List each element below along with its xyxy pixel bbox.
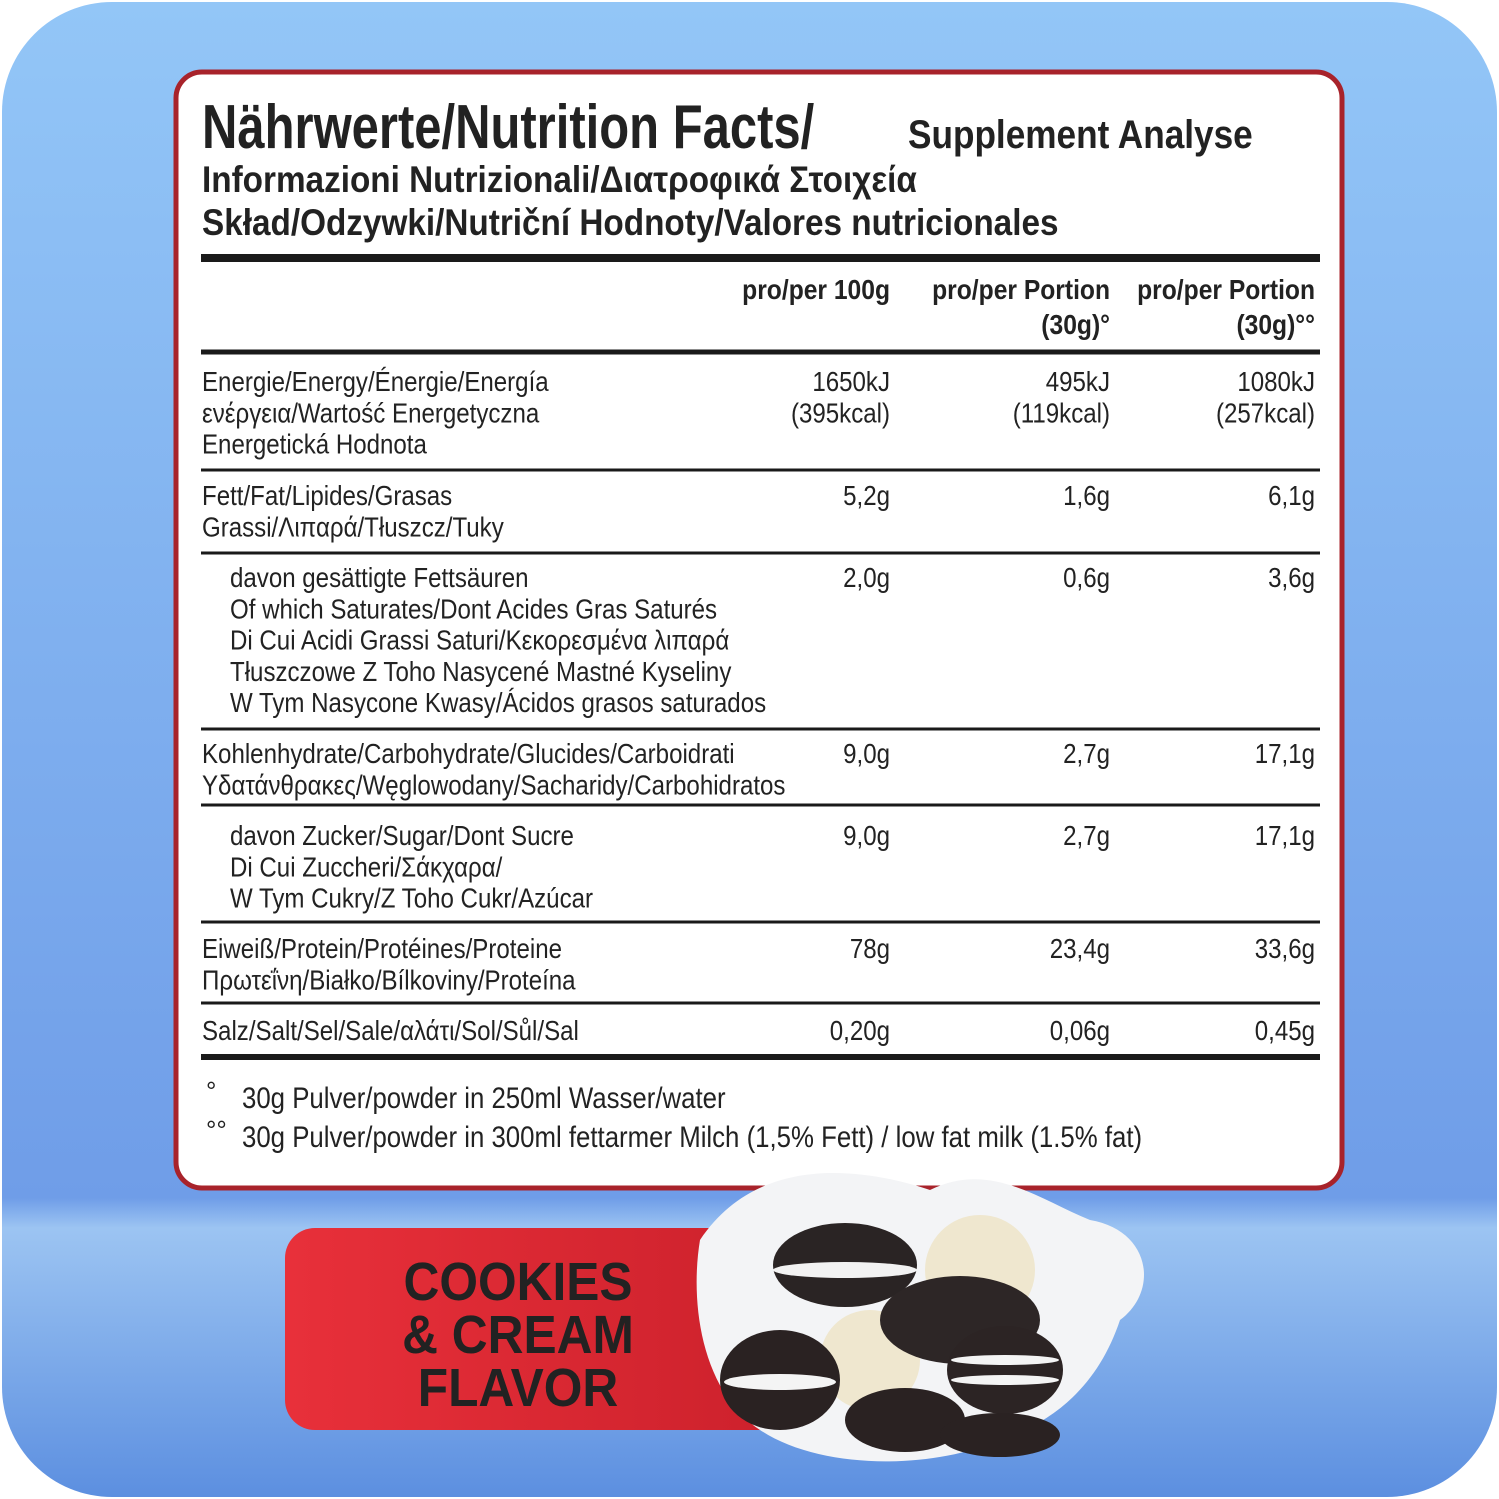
divider [201, 551, 1320, 555]
row-label: Salz/Salt/Sel/Sale/αλάτι/Sol/Sůl/Sal [202, 1014, 579, 1046]
cell-value: 495kJ [1046, 365, 1110, 397]
flavor-label: FLAVOR [418, 1357, 619, 1417]
divider [201, 920, 1320, 924]
row-label: Grassi/Λιπαρά/Tłuszcz/Tuky [202, 511, 504, 543]
cell-value: 78g [850, 932, 890, 964]
title-line: Skład/Odzywki/Nutriční Hodnoty/Valores n… [202, 202, 1058, 243]
cookie-illustration [696, 1172, 1144, 1462]
cell-value: 2,7g [1063, 737, 1110, 769]
row-label: davon gesättigte Fettsäuren [230, 561, 528, 593]
cell-value: (257kcal) [1216, 397, 1315, 429]
footnote-marker: ° [206, 1076, 216, 1106]
footnote: 30g Pulver/powder in 250ml Wasser/water [242, 1081, 726, 1114]
row-label: ενέργεια/Wartość Energetyczna [202, 397, 540, 429]
cell-value: 9,0g [843, 737, 890, 769]
row-label: Eiweiß/Protein/Protéines/Proteine [202, 932, 562, 964]
row-label: Di Cui Acidi Grassi Saturi/Κεκορεσμένα λ… [230, 624, 729, 656]
cell-value: 23,4g [1050, 932, 1110, 964]
column-header: pro/per 100g [742, 274, 890, 306]
row-label: W Tym Nasycone Kwasy/Ácidos grasos satur… [230, 686, 766, 718]
title-line: Informazioni Nutrizionali/Διατροφικά Στο… [202, 159, 917, 200]
cell-value: 2,7g [1063, 819, 1110, 851]
cell-value: 0,20g [830, 1014, 890, 1046]
cell-value: 1,6g [1063, 479, 1110, 511]
row-label: davon Zucker/Sugar/Dont Sucre [230, 819, 574, 851]
column-header: (30g)° [1041, 309, 1110, 341]
cell-value: 33,6g [1255, 932, 1315, 964]
cell-value: 9,0g [843, 819, 890, 851]
row-label: Πρωτεΐνη/Białko/Bílkoviny/Proteína [202, 964, 576, 996]
row-label: Fett/Fat/Lipides/Grasas [202, 479, 452, 511]
divider [201, 468, 1320, 472]
cell-value: 2,0g [843, 561, 890, 593]
cell-value: (119kcal) [1013, 397, 1110, 429]
divider [201, 349, 1320, 355]
flavor-label: & CREAM [402, 1304, 634, 1364]
cell-value: 3,6g [1268, 561, 1315, 593]
row-label: Energetická Hodnota [202, 428, 427, 460]
row-label: Of which Saturates/Dont Acides Gras Satu… [230, 593, 717, 625]
cell-value: 0,6g [1063, 561, 1110, 593]
column-header: pro/per Portion [932, 274, 1110, 306]
row-label: Di Cui Zuccheri/Σάκχαρα/ [230, 851, 503, 883]
divider [201, 1001, 1320, 1005]
row-label: Tłuszczowe Z Toho Nasycené Mastné Kyseli… [230, 655, 731, 687]
cell-value: 5,2g [843, 479, 890, 511]
row-label: W Tym Cukry/Z Toho Cukr/Azúcar [230, 882, 593, 914]
divider [201, 1054, 1320, 1060]
cell-value: 1080kJ [1237, 365, 1315, 397]
row-label: Υδατάνθρακες/Węglowodany/Sacharidy/Carbo… [202, 769, 785, 801]
column-header: (30g)°° [1236, 309, 1315, 341]
flavor-label: COOKIES [403, 1251, 632, 1311]
title: Nährwerte/Nutrition Facts/ [202, 91, 814, 161]
subtitle: Supplement Analyse [908, 112, 1253, 157]
row-label: Energie/Energy/Énergie/Energía [202, 365, 549, 397]
row-label: Kohlenhydrate/Carbohydrate/Glucides/Carb… [202, 737, 735, 769]
cell-value: (395kcal) [791, 397, 890, 429]
footnote-marker: °° [206, 1115, 227, 1145]
cell-value: 17,1g [1255, 737, 1315, 769]
divider [201, 727, 1320, 731]
column-header: pro/per Portion [1137, 274, 1315, 306]
divider [201, 254, 1320, 262]
cell-value: 0,06g [1050, 1014, 1110, 1046]
divider [201, 803, 1320, 807]
cell-value: 1650kJ [812, 365, 890, 397]
cell-value: 17,1g [1255, 819, 1315, 851]
cell-value: 6,1g [1268, 479, 1315, 511]
footnote: 30g Pulver/powder in 300ml fettarmer Mil… [242, 1120, 1142, 1153]
cell-value: 0,45g [1255, 1014, 1315, 1046]
